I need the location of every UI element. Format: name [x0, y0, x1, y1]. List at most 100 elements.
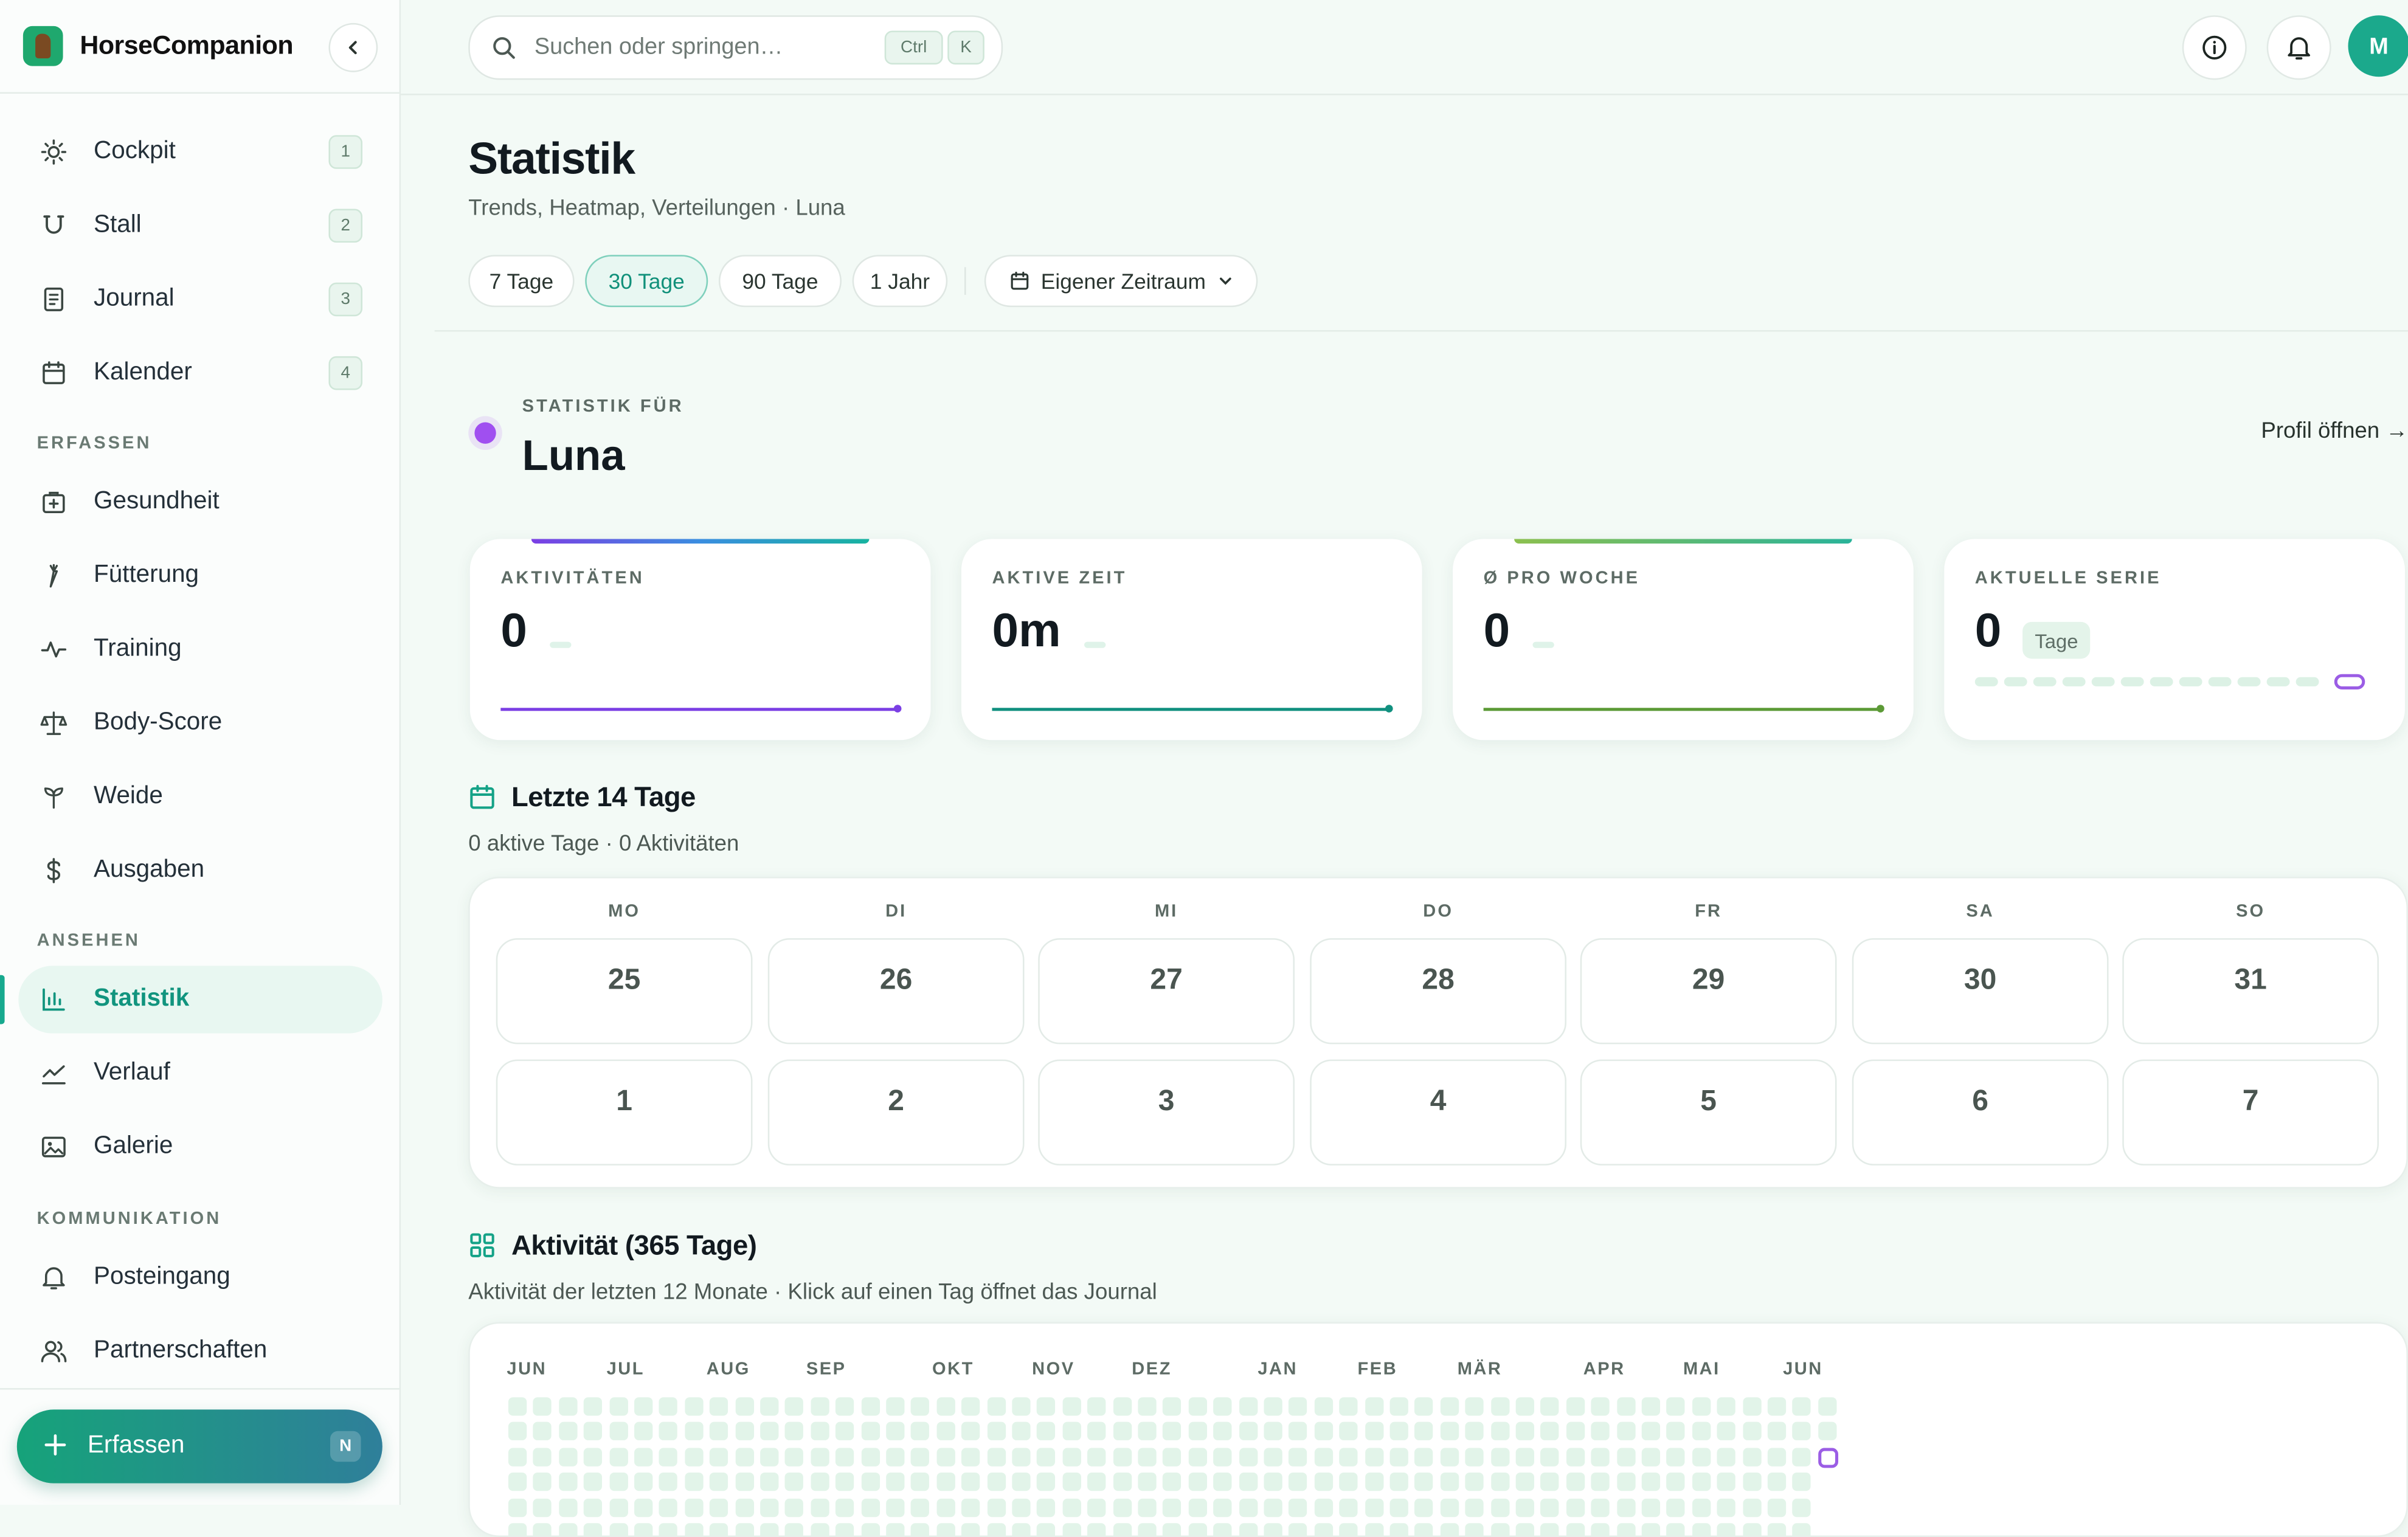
open-profile-link[interactable]: Profil öffnen →	[2261, 419, 2408, 444]
heatmap-day-cell[interactable]	[911, 1523, 930, 1536]
heatmap-day-cell[interactable]	[1062, 1422, 1081, 1441]
heatmap-day-cell[interactable]	[836, 1473, 854, 1491]
heatmap-day-cell[interactable]	[1566, 1523, 1585, 1536]
heatmap-day-cell[interactable]	[1742, 1523, 1761, 1536]
heatmap-day-cell[interactable]	[1490, 1448, 1509, 1466]
heatmap-day-cell[interactable]	[1389, 1422, 1408, 1441]
day-cell[interactable]: 1	[496, 1059, 753, 1166]
heatmap-day-cell[interactable]	[810, 1473, 829, 1491]
heatmap-day-cell[interactable]	[659, 1497, 678, 1517]
heatmap-day-cell[interactable]	[785, 1497, 804, 1517]
heatmap-day-cell[interactable]	[1490, 1473, 1509, 1491]
heatmap-day-cell[interactable]	[1339, 1448, 1358, 1466]
heatmap-day-cell[interactable]	[860, 1497, 880, 1517]
heatmap-day-cell[interactable]	[1440, 1397, 1459, 1416]
heatmap-day-cell[interactable]	[1641, 1397, 1661, 1416]
info-button[interactable]	[2182, 15, 2247, 80]
heatmap-day-cell[interactable]	[1163, 1497, 1182, 1517]
heatmap-day-cell[interactable]	[1793, 1473, 1811, 1491]
heatmap-day-cell[interactable]	[684, 1397, 704, 1416]
heatmap-day-cell[interactable]	[1112, 1497, 1132, 1517]
heatmap-day-cell[interactable]	[1566, 1397, 1585, 1416]
heatmap-day-cell[interactable]	[659, 1448, 678, 1466]
heatmap-day-cell[interactable]	[584, 1397, 603, 1416]
heatmap-day-cell[interactable]	[836, 1523, 854, 1536]
heatmap-today-cell[interactable]	[1818, 1448, 1838, 1468]
heatmap-day-cell[interactable]	[1264, 1523, 1282, 1536]
heatmap-day-cell[interactable]	[508, 1473, 527, 1491]
heatmap-day-cell[interactable]	[760, 1497, 779, 1517]
heatmap-day-cell[interactable]	[1440, 1497, 1459, 1517]
heatmap-day-cell[interactable]	[558, 1497, 578, 1517]
heatmap-day-cell[interactable]	[1037, 1473, 1056, 1491]
sidebar-item-partnerschaften[interactable]: Partnerschaften	[18, 1318, 382, 1385]
range-30-tage[interactable]: 30 Tage	[585, 255, 708, 308]
heatmap-day-cell[interactable]	[1087, 1397, 1106, 1416]
heatmap-day-cell[interactable]	[886, 1523, 905, 1536]
day-cell[interactable]: 26	[767, 938, 1025, 1045]
heatmap-day-cell[interactable]	[1616, 1397, 1635, 1416]
heatmap-day-cell[interactable]	[1289, 1497, 1308, 1517]
heatmap-day-cell[interactable]	[810, 1448, 829, 1466]
heatmap-day-cell[interactable]	[533, 1473, 552, 1491]
day-cell[interactable]: 30	[1852, 938, 2109, 1045]
heatmap-day-cell[interactable]	[1515, 1473, 1534, 1491]
heatmap-day-cell[interactable]	[760, 1523, 779, 1536]
heatmap-day-cell[interactable]	[659, 1397, 678, 1416]
heatmap-day-cell[interactable]	[1213, 1473, 1232, 1491]
heatmap-day-cell[interactable]	[961, 1497, 980, 1517]
collapse-sidebar-button[interactable]	[328, 22, 378, 72]
heatmap-day-cell[interactable]	[1264, 1422, 1282, 1441]
heatmap-day-cell[interactable]	[1112, 1397, 1132, 1416]
heatmap-day-cell[interactable]	[936, 1497, 955, 1517]
heatmap-day-cell[interactable]	[1465, 1422, 1484, 1441]
heatmap-day-cell[interactable]	[1793, 1422, 1811, 1441]
heatmap-day-cell[interactable]	[1365, 1523, 1383, 1536]
heatmap-day-cell[interactable]	[1515, 1422, 1534, 1441]
avatar[interactable]: M	[2348, 15, 2408, 77]
heatmap-day-cell[interactable]	[609, 1497, 628, 1517]
heatmap-day-cell[interactable]	[735, 1397, 753, 1416]
heatmap-day-cell[interactable]	[1012, 1523, 1031, 1536]
day-cell[interactable]: 4	[1310, 1059, 1567, 1166]
heatmap-day-cell[interactable]	[1541, 1397, 1560, 1416]
heatmap-day-cell[interactable]	[1087, 1448, 1106, 1466]
heatmap-day-cell[interactable]	[558, 1422, 578, 1441]
heatmap-day-cell[interactable]	[785, 1397, 804, 1416]
heatmap-day-cell[interactable]	[1767, 1448, 1787, 1466]
heatmap-day-cell[interactable]	[684, 1448, 704, 1466]
heatmap-day-cell[interactable]	[584, 1422, 603, 1441]
sidebar-item-verlauf[interactable]: Verlauf	[18, 1040, 382, 1107]
heatmap-day-cell[interactable]	[836, 1497, 854, 1517]
heatmap-day-cell[interactable]	[1138, 1397, 1157, 1416]
heatmap-day-cell[interactable]	[1515, 1448, 1534, 1466]
heatmap-day-cell[interactable]	[1692, 1497, 1711, 1517]
heatmap-day-cell[interactable]	[1742, 1397, 1761, 1416]
heatmap-day-cell[interactable]	[558, 1448, 578, 1466]
heatmap-day-cell[interactable]	[911, 1448, 930, 1466]
heatmap-day-cell[interactable]	[1365, 1473, 1383, 1491]
heatmap-day-cell[interactable]	[1289, 1397, 1308, 1416]
heatmap-day-cell[interactable]	[1213, 1497, 1232, 1517]
heatmap-day-cell[interactable]	[760, 1448, 779, 1466]
heatmap-day-cell[interactable]	[1087, 1523, 1106, 1536]
heatmap-day-cell[interactable]	[1717, 1473, 1736, 1491]
create-entry-button[interactable]: Erfassen N	[16, 1409, 382, 1483]
heatmap-day-cell[interactable]	[1591, 1497, 1610, 1517]
heatmap-day-cell[interactable]	[1767, 1473, 1787, 1491]
heatmap-day-cell[interactable]	[836, 1397, 854, 1416]
heatmap-day-cell[interactable]	[1087, 1473, 1106, 1491]
heatmap-day-cell[interactable]	[860, 1448, 880, 1466]
heatmap-day-cell[interactable]	[860, 1523, 880, 1536]
heatmap-day-cell[interactable]	[1062, 1523, 1081, 1536]
heatmap-day-cell[interactable]	[1591, 1473, 1610, 1491]
heatmap-day-cell[interactable]	[1641, 1422, 1661, 1441]
heatmap-day-cell[interactable]	[1188, 1473, 1207, 1491]
heatmap-day-cell[interactable]	[1667, 1523, 1686, 1536]
heatmap-day-cell[interactable]	[936, 1422, 955, 1441]
heatmap-day-cell[interactable]	[836, 1448, 854, 1466]
sidebar-item-weide[interactable]: Weide	[18, 763, 382, 831]
heatmap-day-cell[interactable]	[1389, 1497, 1408, 1517]
heatmap-day-cell[interactable]	[533, 1448, 552, 1466]
heatmap-day-cell[interactable]	[710, 1497, 728, 1517]
